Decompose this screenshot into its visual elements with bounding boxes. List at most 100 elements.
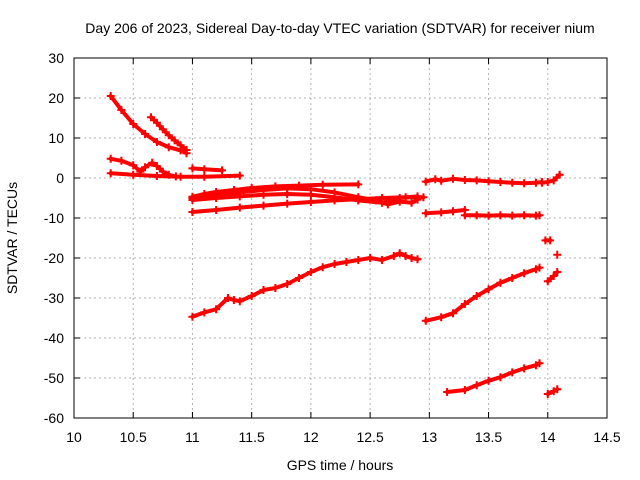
series-s12 [537,170,564,187]
data-point-marker [395,194,404,202]
series-s18 [421,263,544,325]
data-point-marker [295,274,304,282]
data-point-marker [200,165,209,174]
data-point-marker [496,211,505,220]
data-point-marker [535,263,544,272]
series-s15 [541,236,555,245]
series-s17 [543,268,562,286]
data-point-marker [354,256,363,264]
data-point-marker [212,305,221,314]
data-point-marker [158,125,167,134]
data-point-marker [449,174,458,183]
series-line [108,156,178,179]
y-tick-label: -10 [44,210,64,226]
data-point-marker [212,206,221,214]
data-point-marker [508,178,517,187]
data-point-marker [520,364,529,373]
series-s16 [553,250,562,259]
data-point-marker [330,260,339,268]
data-point-marker [555,170,564,179]
data-point-marker [218,166,227,175]
data-point-marker [212,194,221,202]
data-point-marker [413,255,422,264]
grid [74,58,607,418]
chart-title: Day 206 of 2023, Sidereal Day-to-day VTE… [85,20,594,36]
x-tick-label: 11.5 [239,429,265,445]
series-line [108,94,189,156]
x-tick-label: 11 [185,429,200,445]
data-point-marker [176,141,185,150]
data-point-marker [223,294,232,302]
data-point-marker [148,158,157,167]
data-point-marker [407,198,416,207]
series-s4 [106,169,244,181]
data-point-marker [508,368,517,377]
series-s10 [188,249,422,321]
x-tick-label: 13.5 [475,429,502,445]
data-point-marker [535,211,544,220]
data-point-marker [283,199,292,208]
data-point-marker [188,196,197,204]
data-point-marker [437,313,446,322]
data-point-marker [188,312,197,321]
data-point-marker [484,376,493,385]
data-point-marker [106,154,115,163]
series-s9 [188,190,422,207]
data-point-marker [543,178,552,186]
data-point-marker [259,201,268,210]
data-point-marker [484,211,493,220]
data-point-marker [129,170,138,179]
y-tick-label: -40 [44,330,64,346]
data-point-marker [421,209,430,218]
data-point-marker [106,92,115,100]
x-axis-label: GPS time / hours [287,457,394,473]
data-point-marker [164,131,173,140]
data-point-marker [306,190,315,199]
data-point-marker [235,171,244,180]
data-point-marker [377,256,386,264]
data-point-marker [152,162,161,170]
series-line [423,208,467,216]
x-tick-label: 10.5 [120,429,147,445]
data-point-marker [271,284,280,292]
data-point-marker [520,211,529,220]
data-point-marker [549,176,558,185]
data-point-marker [182,146,191,154]
data-point-marker [152,118,161,127]
data-point-marker [235,192,244,201]
data-point-marker [449,309,458,318]
data-point-marker [200,172,209,181]
data-point-marker [117,156,126,165]
data-point-marker [543,277,552,286]
x-tick-label: 14.5 [593,429,620,445]
data-point-marker [188,208,197,216]
y-tick-label: 30 [48,50,64,66]
data-point-marker [283,280,292,288]
data-point-marker [520,179,529,188]
data-point-marker [152,138,161,146]
data-point-marker [146,113,155,122]
data-point-marker [421,316,430,325]
data-point-marker [306,268,315,276]
series-layer [106,92,564,398]
series-s19 [443,359,544,396]
data-point-marker [283,190,292,198]
data-point-marker [496,373,505,382]
data-point-marker [553,268,562,276]
data-point-marker [431,175,440,184]
axis-ticks: 10 10.5 11 11.5 12 12.5 13 13.5 14 14.5 -60 -50 -40 -… [44,50,621,445]
data-point-marker [484,285,493,294]
data-point-marker [508,274,517,282]
data-point-marker [200,308,209,317]
data-point-marker [106,169,115,178]
data-point-marker [188,164,197,173]
data-point-marker [354,180,363,189]
x-tick-label: 13 [422,429,438,445]
data-point-marker [546,236,555,245]
data-point-marker [543,390,552,398]
series-line [190,251,420,319]
data-point-marker [377,198,386,207]
data-point-marker [553,385,562,394]
data-point-marker [141,163,150,172]
data-point-marker [484,177,493,186]
